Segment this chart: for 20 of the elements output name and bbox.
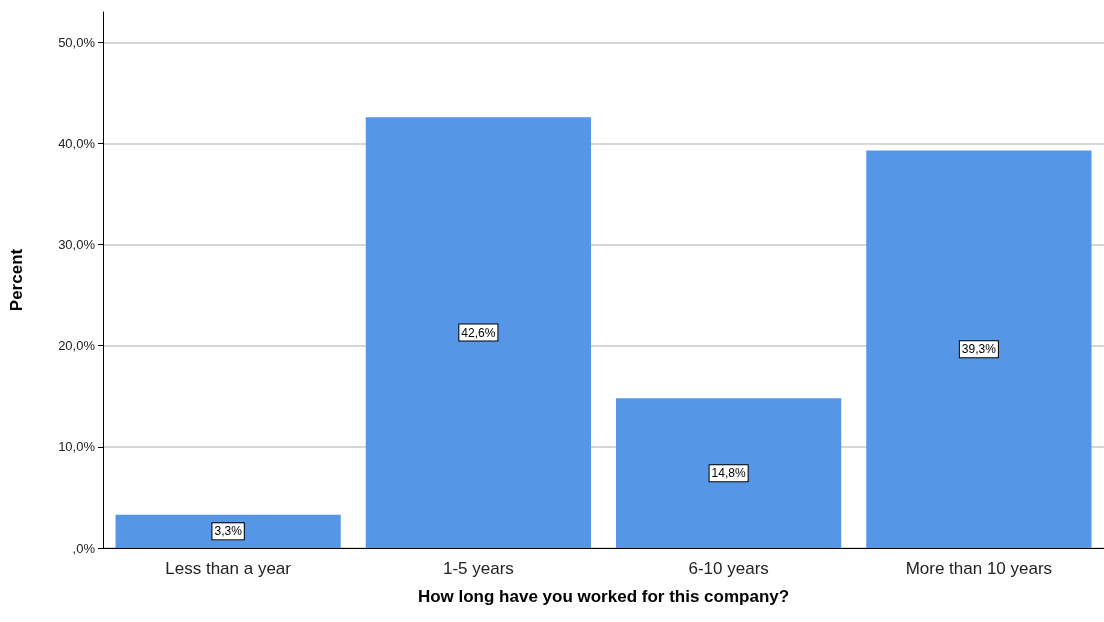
x-tick-label: More than 10 years	[905, 559, 1053, 578]
x-tick-label: 6-10 years	[688, 559, 769, 578]
x-tick-label: 1-5 years	[442, 559, 514, 578]
data-label: 39,3%	[961, 342, 997, 357]
bar	[866, 150, 1092, 548]
x-tick-label: Less than a year	[165, 559, 292, 578]
data-label: 3,3%	[214, 524, 243, 539]
data-label: 42,6%	[461, 325, 496, 340]
data-label: 14,8%	[711, 466, 746, 481]
bar	[115, 514, 341, 548]
y-tick-label: 50,0%	[58, 34, 96, 50]
bar	[616, 398, 842, 548]
y-tick-label: 10,0%	[58, 439, 96, 455]
y-tick-label: 40,0%	[58, 135, 96, 151]
y-tick-label: 20,0%	[58, 338, 96, 354]
y-tick-label: ,0%	[72, 540, 96, 556]
bar	[365, 117, 591, 548]
y-tick-label: 30,0%	[58, 237, 96, 253]
y-axis-title: Percent	[7, 248, 26, 312]
x-axis-title: How long have you worked for this company?	[417, 587, 790, 606]
